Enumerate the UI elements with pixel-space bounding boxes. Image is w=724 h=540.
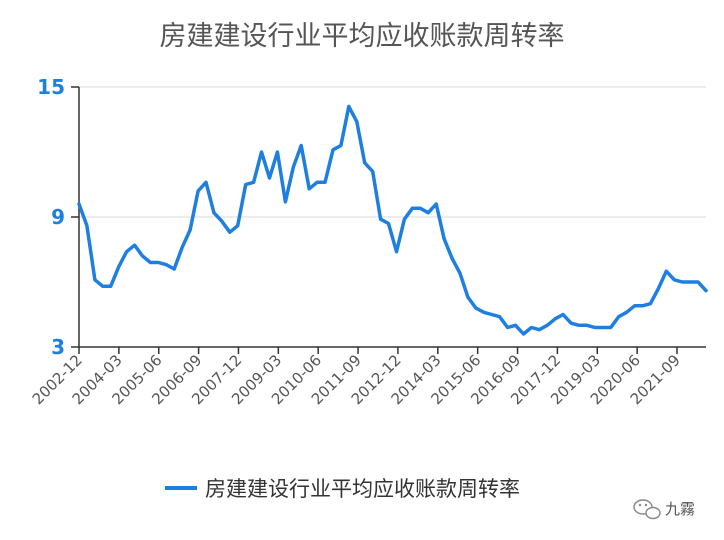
watermark: 九霧 <box>633 499 695 520</box>
y-tick-label: 3 <box>51 335 65 359</box>
legend-label: 房建建设行业平均应收账款周转率 <box>205 477 520 501</box>
y-axis-ticks: 3 9 15 <box>37 75 79 359</box>
legend: 房建建设行业平均应收账款周转率 <box>165 477 520 501</box>
wechat-icon <box>633 499 661 520</box>
grid-lines <box>79 86 706 218</box>
chart-title: 房建建设行业平均应收账款周转率 <box>160 21 565 52</box>
watermark-text: 九霧 <box>665 500 695 518</box>
x-axis-ticks: 2002-122004-032005-062006-092007-122009-… <box>29 347 684 408</box>
y-tick-label: 9 <box>51 205 65 229</box>
series-line <box>77 104 708 336</box>
y-tick-label: 15 <box>37 75 65 99</box>
